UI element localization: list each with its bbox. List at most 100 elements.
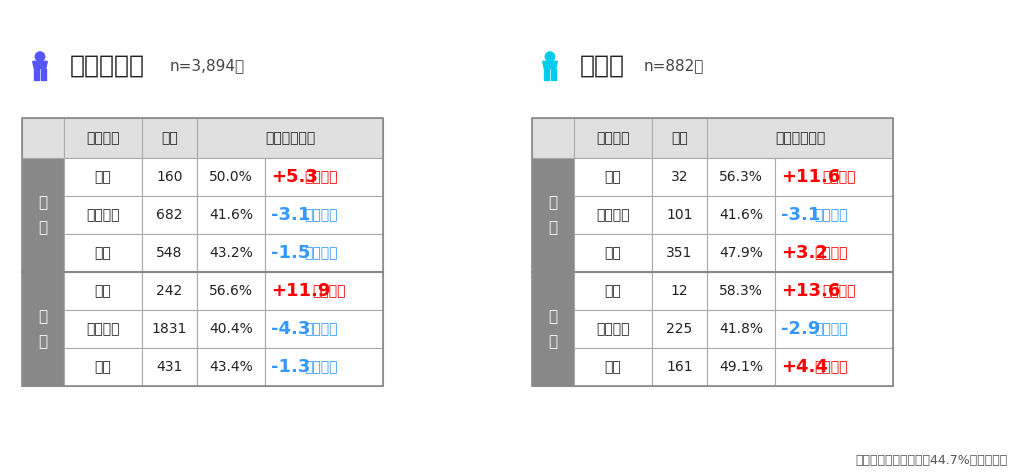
Bar [265, 234, 383, 272]
Text: +5.3: +5.3 [271, 168, 318, 186]
Bar [64, 158, 142, 196]
Text: 43.2%: 43.2% [209, 246, 253, 260]
Text: 減少: 減少 [605, 360, 621, 374]
Bar [652, 196, 707, 234]
Polygon shape [543, 61, 558, 69]
Bar [707, 118, 893, 158]
Text: 減少: 減少 [94, 360, 112, 374]
Text: 47.9%: 47.9% [719, 246, 763, 260]
Bar [652, 310, 707, 348]
Text: 変化なし: 変化なし [86, 208, 120, 222]
Bar [775, 310, 893, 348]
Text: -3.1: -3.1 [271, 206, 310, 224]
Text: ポイント: ポイント [304, 170, 338, 184]
Bar [775, 234, 893, 272]
Bar [265, 310, 383, 348]
Bar [142, 348, 197, 386]
Text: 50.0%: 50.0% [209, 170, 253, 184]
Bar [532, 118, 893, 386]
Bar [197, 348, 265, 386]
Bar [652, 234, 707, 272]
Text: フルタイム: フルタイム [70, 54, 145, 78]
Text: 出
社: 出 社 [548, 309, 558, 349]
Bar [265, 196, 383, 234]
Text: +11.6: +11.6 [781, 168, 840, 186]
Circle shape [545, 52, 554, 61]
Text: 増加: 増加 [94, 284, 112, 298]
Bar [652, 348, 707, 386]
Text: ポイント: ポイント [304, 360, 338, 374]
Text: +11.9: +11.9 [271, 282, 330, 300]
Bar [64, 272, 142, 310]
Text: 人数: 人数 [162, 131, 178, 145]
Text: 41.6%: 41.6% [719, 208, 763, 222]
Bar [574, 234, 652, 272]
Text: 増加: 増加 [605, 284, 621, 298]
Text: 在
宅: 在 宅 [39, 195, 47, 235]
Text: n=3,894人: n=3,894人 [170, 58, 246, 73]
Bar [265, 348, 383, 386]
Bar [23, 272, 64, 386]
Text: ポイント: ポイント [814, 360, 847, 374]
Text: 変化なし: 変化なし [596, 322, 630, 336]
Text: 225: 225 [666, 322, 693, 336]
Polygon shape [544, 69, 549, 80]
Text: ポイント: ポイント [814, 322, 847, 336]
Text: +4.4: +4.4 [781, 358, 828, 376]
Bar [142, 272, 197, 310]
Bar [142, 196, 197, 234]
Text: 40.4%: 40.4% [209, 322, 253, 336]
Text: ポイント: ポイント [814, 208, 847, 222]
Text: ポイント: ポイント [822, 170, 855, 184]
Text: -3.1: -3.1 [781, 206, 820, 224]
Bar [775, 348, 893, 386]
Text: 増加: 増加 [94, 170, 112, 184]
Text: ポイント: ポイント [304, 246, 338, 260]
Text: メンタル不安: メンタル不安 [774, 131, 826, 145]
Bar [265, 272, 383, 310]
Text: 減少: 減少 [94, 246, 112, 260]
Bar [142, 310, 197, 348]
Bar [652, 272, 707, 310]
Bar [197, 118, 383, 158]
Bar [532, 118, 574, 158]
Bar [574, 196, 652, 234]
Bar [707, 348, 775, 386]
Text: 56.3%: 56.3% [719, 170, 763, 184]
Bar [265, 158, 383, 196]
Bar [23, 158, 64, 272]
Polygon shape [550, 69, 555, 80]
Bar [775, 272, 893, 310]
Bar [707, 158, 775, 196]
Text: -1.3: -1.3 [271, 358, 310, 376]
Bar [142, 234, 197, 272]
Bar [707, 310, 775, 348]
Bar [775, 158, 893, 196]
Circle shape [36, 52, 45, 61]
Bar [707, 234, 775, 272]
Polygon shape [41, 69, 46, 80]
Text: 1831: 1831 [151, 322, 187, 336]
Bar [707, 196, 775, 234]
Text: ポイント: ポイント [304, 322, 338, 336]
Bar [197, 272, 265, 310]
Text: 変化なし: 変化なし [86, 322, 120, 336]
Text: 出
社: 出 社 [39, 309, 47, 349]
Bar [652, 118, 707, 158]
Text: ポイント: ポイント [822, 284, 855, 298]
Bar [197, 234, 265, 272]
Bar [197, 310, 265, 348]
Text: 変化なし: 変化なし [596, 208, 630, 222]
Text: +3.2: +3.2 [781, 244, 828, 262]
Bar [64, 234, 142, 272]
Bar [574, 272, 652, 310]
Text: 548: 548 [157, 246, 183, 260]
Text: 32: 32 [671, 170, 688, 184]
Text: 160: 160 [157, 170, 183, 184]
Text: ポイント: ポイント [304, 208, 338, 222]
Text: 49.1%: 49.1% [719, 360, 763, 374]
Text: 682: 682 [157, 208, 183, 222]
Bar [532, 272, 574, 386]
Text: 労働時間: 労働時間 [596, 131, 630, 145]
Text: メンタル不安: メンタル不安 [265, 131, 315, 145]
